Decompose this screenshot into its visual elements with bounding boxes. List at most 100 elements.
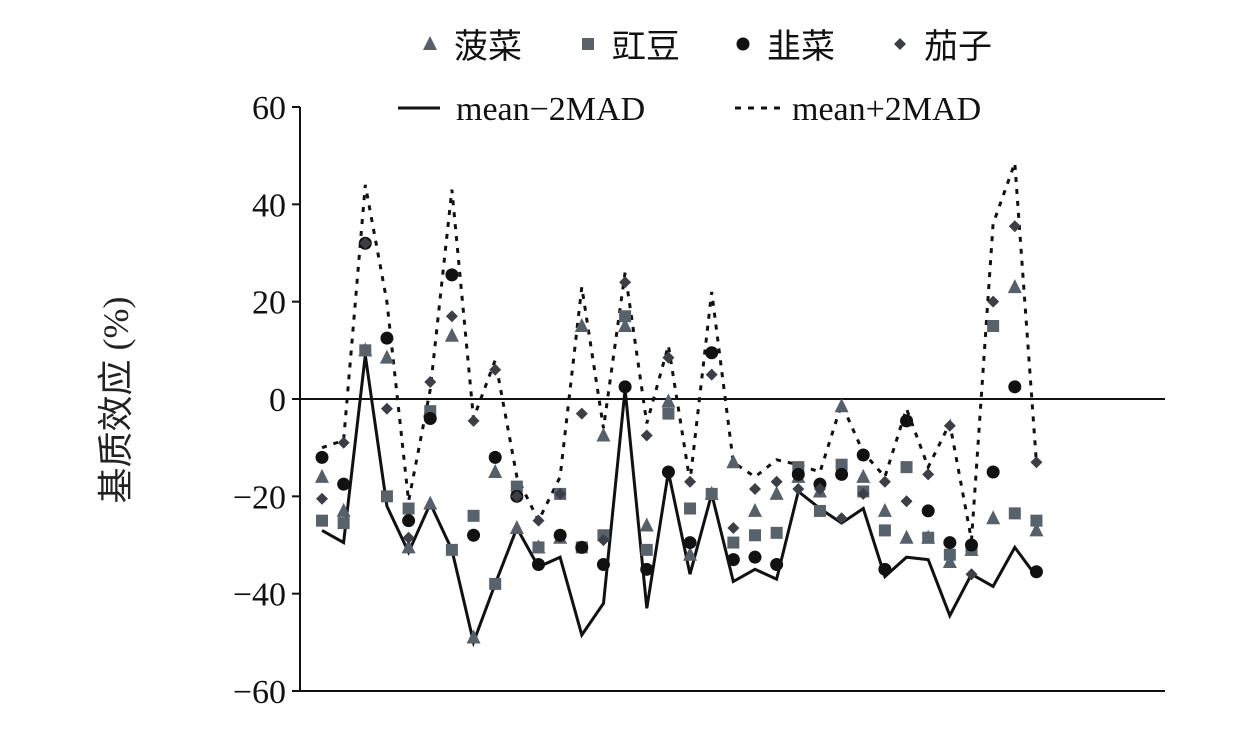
y-tick-label: 0 bbox=[269, 382, 286, 419]
legend-label: mean+2MAD bbox=[792, 91, 981, 128]
triangle-point bbox=[315, 468, 329, 483]
legend-square-icon bbox=[582, 38, 594, 50]
legend-label: mean−2MAD bbox=[456, 91, 645, 128]
diamond-point bbox=[489, 363, 502, 376]
triangle-point bbox=[423, 495, 438, 510]
square-point bbox=[316, 514, 328, 527]
square-point bbox=[402, 502, 415, 515]
diamond-point bbox=[424, 375, 437, 388]
square-point bbox=[662, 407, 675, 420]
diamond-point bbox=[554, 487, 567, 500]
circle-point bbox=[791, 467, 805, 481]
axes: 60 40 20 0 −20 −40 −60 bbox=[233, 90, 1165, 711]
diamond-point bbox=[662, 351, 675, 364]
square-point bbox=[684, 502, 697, 515]
circle-point bbox=[1008, 380, 1022, 394]
diamond-point bbox=[337, 436, 350, 449]
diamond-point bbox=[532, 514, 545, 527]
diamond-point bbox=[965, 568, 978, 581]
diamond-point bbox=[943, 419, 956, 432]
square-point bbox=[380, 490, 393, 503]
triangle-point bbox=[379, 349, 394, 364]
square-point bbox=[532, 541, 545, 554]
y-tick-label: 20 bbox=[252, 285, 286, 322]
circle-point bbox=[965, 538, 978, 552]
triangle-point bbox=[856, 468, 871, 483]
circle-point bbox=[532, 557, 545, 571]
diamond-point bbox=[770, 475, 783, 488]
y-tick-label: −40 bbox=[233, 577, 286, 614]
diamond-point bbox=[640, 429, 653, 442]
triangle-point bbox=[574, 318, 589, 332]
circle-point bbox=[575, 540, 589, 554]
legend-label: 菠菜 bbox=[454, 29, 522, 66]
circle-point bbox=[553, 528, 567, 542]
triangle-point bbox=[639, 517, 654, 532]
circle-point bbox=[683, 536, 697, 550]
diamond-point bbox=[1030, 456, 1043, 469]
square-point bbox=[1030, 514, 1043, 527]
diamond-point bbox=[316, 492, 328, 505]
triangle-point bbox=[1029, 522, 1044, 537]
square-point bbox=[813, 504, 826, 517]
circle-point bbox=[380, 331, 394, 345]
circle-point bbox=[445, 268, 459, 282]
circle-point bbox=[661, 465, 675, 479]
legend-circle-icon bbox=[736, 37, 750, 51]
circle-point bbox=[618, 380, 632, 394]
diamond-point bbox=[857, 487, 870, 500]
circle-point bbox=[596, 557, 610, 571]
circle-point bbox=[748, 550, 762, 564]
diamond-point bbox=[792, 483, 805, 496]
legend: 菠菜 豇豆 韭菜 茄子 mean−2MAD mean+2MAD bbox=[398, 28, 992, 128]
triangle-point bbox=[834, 398, 849, 413]
square-point bbox=[922, 531, 935, 544]
lower-limit-line bbox=[321, 354, 1038, 648]
legend-label: 韭菜 bbox=[767, 29, 835, 66]
circle-point bbox=[488, 450, 502, 464]
triangle-point bbox=[942, 554, 957, 569]
diamond-point bbox=[835, 512, 848, 525]
circle-point bbox=[986, 465, 1000, 479]
triangle-point bbox=[1007, 279, 1022, 294]
circle-point bbox=[770, 557, 784, 571]
triangle-point bbox=[509, 519, 524, 534]
legend-label: 茄子 bbox=[924, 28, 992, 66]
circle-point bbox=[900, 414, 914, 428]
square-point bbox=[900, 461, 913, 474]
diamond-point bbox=[1008, 220, 1021, 233]
triangle-point bbox=[748, 502, 762, 517]
diamond-point bbox=[813, 483, 826, 496]
diamond-point bbox=[922, 468, 935, 481]
circle-point bbox=[1029, 565, 1043, 579]
square-point bbox=[878, 524, 891, 537]
y-axis-label: 基质效应 (%) bbox=[96, 297, 136, 504]
y-tick-label: −20 bbox=[233, 479, 286, 516]
triangle-point bbox=[726, 454, 741, 469]
triangle-point bbox=[661, 393, 676, 408]
threshold-lines bbox=[321, 162, 1038, 648]
circle-point bbox=[705, 346, 719, 360]
triangle-point bbox=[401, 539, 416, 554]
triangle-point bbox=[683, 546, 698, 561]
legend-diamond-icon bbox=[894, 38, 906, 50]
square-point bbox=[445, 543, 458, 556]
triangle-point bbox=[488, 464, 503, 478]
legend-label: 豇豆 bbox=[612, 29, 680, 66]
diamond-point bbox=[510, 490, 523, 503]
upper-limit-line bbox=[321, 162, 1038, 541]
square-point bbox=[943, 548, 956, 561]
square-point bbox=[467, 509, 480, 522]
circle-point bbox=[726, 553, 740, 567]
y-tick-label: −60 bbox=[233, 674, 286, 711]
square-point bbox=[770, 526, 783, 539]
triangle-point bbox=[899, 529, 914, 544]
diamond-point bbox=[727, 521, 740, 534]
square-point bbox=[510, 480, 523, 493]
circle-point bbox=[467, 528, 481, 542]
diamond-point bbox=[987, 295, 1000, 308]
diamond-point bbox=[380, 402, 393, 415]
data-points bbox=[315, 220, 1044, 644]
square-point bbox=[835, 458, 848, 471]
